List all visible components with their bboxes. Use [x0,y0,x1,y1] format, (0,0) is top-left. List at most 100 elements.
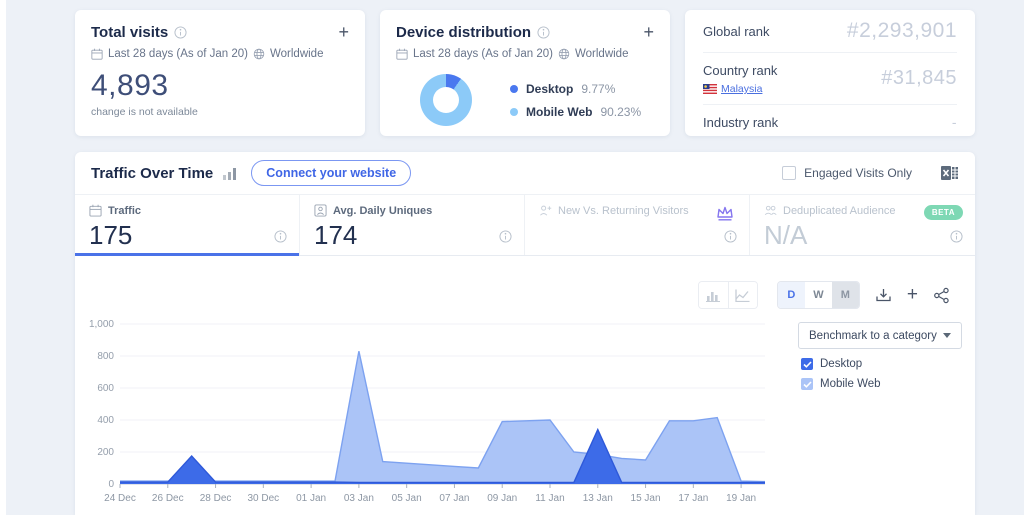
beta-badge: BETA [923,205,963,220]
date-range: Last 28 days (As of Jan 20) [413,48,553,60]
traffic-chart-area[interactable]: 0 200 400 600 800 1,000 24 Dec 26 Dec 28 Dec 30 D… [87,316,787,515]
total-visits-value: 4,893 [91,69,169,102]
card-title: Device distribution [396,23,532,41]
country-link[interactable]: Malaysia [721,83,763,95]
engaged-visits-checkbox[interactable] [782,166,797,180]
svg-text:15 Jan: 15 Jan [631,493,661,504]
svg-text:19 Jan: 19 Jan [726,493,756,504]
svg-text:30 Dec: 30 Dec [247,493,279,504]
calendar-icon [396,48,408,60]
svg-text:24 Dec: 24 Dec [104,493,136,504]
info-icon[interactable] [499,230,512,243]
weekly-button[interactable]: W [804,282,832,308]
card-title: Total visits [91,23,169,41]
svg-text:11 Jan: 11 Jan [535,493,564,504]
desktop-series-checkbox[interactable] [801,358,813,370]
tab-avg-daily-uniques[interactable]: Avg. Daily Uniques 174 [300,195,525,255]
connect-website-button[interactable]: Connect your website [251,160,412,186]
tab-label: Deduplicated Audience [783,204,896,217]
mobile-web-series-checkbox[interactable] [801,378,813,390]
legend-value: 90.23% [600,104,642,119]
legend-label: Mobile Web [820,378,881,390]
svg-text:200: 200 [97,447,114,458]
info-icon[interactable] [950,230,963,243]
malaysia-flag-icon [703,84,717,94]
rank-label: Global rank [703,23,770,39]
tab-traffic[interactable]: Traffic 175 [75,195,300,256]
line-chart-toggle-button[interactable] [727,282,757,308]
mobile-web-dot [510,107,518,116]
person-icon [314,204,327,217]
desktop-dot [510,84,518,93]
rank-label: Industry rank [703,114,779,130]
legend-value: 9.77% [581,81,616,96]
tab-deduplicated-audience[interactable]: Deduplicated Audience BETA N/A [750,195,975,255]
info-icon[interactable] [537,25,550,39]
svg-text:600: 600 [97,383,114,394]
add-widget-button[interactable]: + [338,22,349,42]
metric-tabs: Traffic 175 Avg. Daily Uniques 174 [75,194,975,256]
svg-text:0: 0 [108,479,114,490]
bar-chart-icon [223,167,237,180]
donut-hole [433,87,459,113]
traffic-icon [89,204,102,217]
person-plus-icon [539,204,552,217]
legend-label: Mobile Web [526,104,593,119]
traffic-over-time-panel: Traffic Over Time Connect your website E… [75,152,975,515]
info-icon[interactable] [174,25,187,39]
svg-text:13 Jan: 13 Jan [583,493,613,504]
add-widget-button[interactable]: + [643,22,654,42]
legend-item-desktop: Desktop 9.77% [510,82,641,96]
engaged-visits-label: Engaged Visits Only [804,166,912,180]
info-icon[interactable] [724,230,737,243]
region-label: Worldwide [575,48,629,60]
svg-text:26 Dec: 26 Dec [152,493,184,504]
monthly-button[interactable]: M [831,282,859,308]
globe-icon [558,48,570,60]
legend-item-mobile-web: Mobile Web [801,378,881,390]
svg-text:01 Jan: 01 Jan [296,493,326,504]
add-to-dashboard-icon[interactable]: + [906,283,918,305]
device-distribution-card: Device distribution + Last 28 days (As o… [380,10,670,136]
svg-text:1,000: 1,000 [89,319,114,330]
daily-button[interactable]: D [777,282,805,308]
page-edge [0,0,6,515]
rank-value: #2,293,901 [846,19,957,42]
globe-icon [253,48,265,60]
tab-label: Traffic [108,204,142,217]
svg-text:28 Dec: 28 Dec [200,493,232,504]
country-rank-row: Country rank Malaysia #31,845 [703,53,957,105]
calendar-icon [91,48,103,60]
download-icon[interactable] [875,287,892,304]
excel-export-icon[interactable] [940,164,959,182]
rank-label: Country rank [703,63,778,78]
chart-type-toggle [697,281,758,309]
chart-controls: D W M + [75,278,975,312]
info-icon[interactable] [274,230,287,243]
benchmark-dropdown[interactable]: Benchmark to a category [798,322,962,349]
tab-new-vs-returning[interactable]: New Vs. Returning Visitors [525,195,750,255]
section-title: Traffic Over Time [91,164,214,182]
device-donut-chart[interactable] [420,74,472,126]
people-icon [764,204,777,217]
crown-icon [715,205,735,222]
date-range: Last 28 days (As of Jan 20) [108,48,248,60]
share-icon[interactable] [933,287,950,304]
legend-item-mobile-web: Mobile Web 90.23% [510,105,641,119]
svg-text:07 Jan: 07 Jan [439,493,469,504]
svg-text:800: 800 [97,351,114,362]
granularity-toggle: D W M [776,281,860,309]
traffic-area-chart[interactable]: 0 200 400 600 800 1,000 24 Dec 26 Dec 28 Dec 30 D… [87,316,787,512]
legend-label: Desktop [526,81,574,96]
tab-label: Avg. Daily Uniques [333,204,433,217]
avg-daily-uniques-value: 174 [314,220,358,250]
svg-text:17 Jan: 17 Jan [678,493,708,504]
rank-value: - [951,114,957,130]
legend-item-desktop: Desktop [801,358,881,370]
svg-text:03 Jan: 03 Jan [344,493,374,504]
tab-label: New Vs. Returning Visitors [558,204,689,217]
bar-chart-toggle-button[interactable] [698,282,728,308]
svg-text:400: 400 [97,415,114,426]
legend-label: Desktop [820,358,863,370]
traffic-value: 175 [89,220,133,250]
